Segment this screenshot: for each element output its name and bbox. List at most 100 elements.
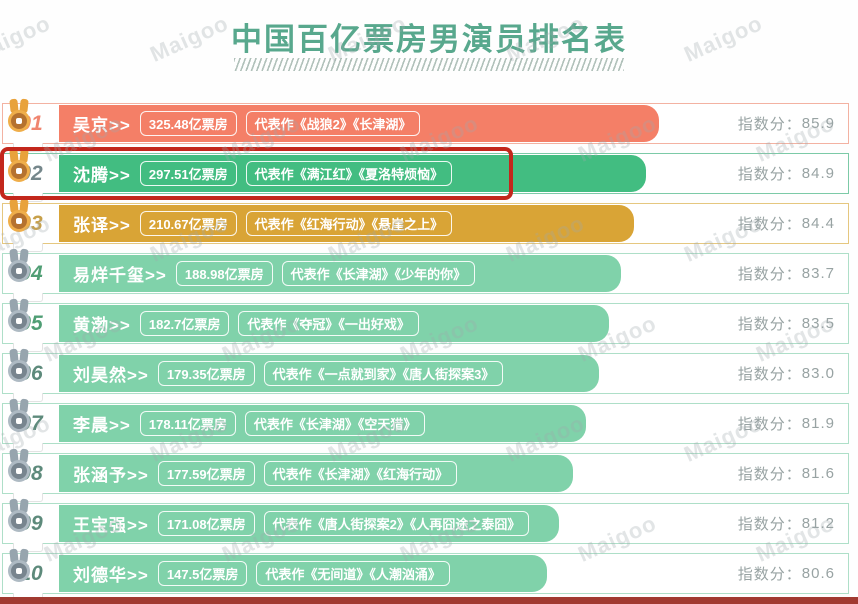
index-score: 指数分： 83.5 [738, 304, 835, 343]
index-score-label: 指数分： [737, 366, 802, 383]
medal-icon [6, 498, 32, 535]
name-arrows: >> [109, 116, 131, 135]
index-score-value: 84.9 [801, 165, 835, 182]
actor-name: 刘德华>> [73, 566, 149, 585]
works-pill: 代表作《无间道》《人潮汹涌》 [256, 561, 450, 586]
index-score: 指数分： 84.4 [738, 204, 835, 243]
medal-icon [6, 248, 32, 285]
box-office-bar: 刘德华>> 147.5亿票房 代表作《无间道》《人潮汹涌》 [59, 555, 547, 592]
index-score-value: 83.5 [801, 315, 835, 332]
index-score-value: 85.9 [801, 115, 835, 132]
works-pill: 代表作《长津湖》《空天猎》 [244, 411, 426, 436]
ranking-row: 09 王宝强>> 171.08亿票房 代表作《唐人街探案2》《人再囧途之泰囧》 … [2, 498, 849, 552]
index-score-value: 83.0 [801, 365, 835, 382]
box-office-bar: 吴京>> 325.48亿票房 代表作《战狼2》《长津湖》 [59, 105, 659, 142]
medal-icon [6, 148, 32, 185]
index-score-label: 指数分： [737, 216, 802, 233]
works-pill: 代表作《满江红》《夏洛特烦恼》 [245, 161, 453, 186]
box-office-bar: 黄渤>> 182.7亿票房 代表作《夺冠》《一出好戏》 [59, 305, 609, 342]
medal-icon [6, 98, 32, 135]
works-pill: 代表作《长津湖》《红海行动》 [263, 461, 458, 486]
ranking-row: 06 刘昊然>> 179.35亿票房 代表作《一点就到家》《唐人街探案3》 指数… [2, 348, 849, 402]
works-pill: 代表作《夺冠》《一出好戏》 [238, 311, 419, 336]
actor-name: 黄渤>> [73, 316, 131, 335]
index-score-value: 81.9 [801, 415, 835, 432]
index-score-label: 指数分： [737, 466, 802, 483]
actor-name: 刘昊然>> [73, 366, 149, 385]
ranking-row: 05 黄渤>> 182.7亿票房 代表作《夺冠》《一出好戏》 指数分： 83.5 [2, 298, 849, 352]
index-score-label: 指数分： [737, 416, 802, 433]
box-office-bar: 张涵予>> 177.59亿票房 代表作《长津湖》《红海行动》 [59, 455, 573, 492]
medal-icon [6, 448, 32, 485]
box-office-bar: 张译>> 210.67亿票房 代表作《红海行动》《悬崖之上》 [59, 205, 634, 242]
box-office-bar: 刘昊然>> 179.35亿票房 代表作《一点就到家》《唐人街探案3》 [59, 355, 599, 392]
index-score: 指数分： 81.9 [738, 404, 835, 443]
name-arrows: >> [127, 466, 149, 485]
bottom-strip [0, 597, 858, 604]
index-score: 指数分： 83.0 [738, 354, 835, 393]
box-office-pill: 171.08亿票房 [157, 511, 255, 536]
ranking-row: 10 刘德华>> 147.5亿票房 代表作《无间道》《人潮汹涌》 指数分： 80.… [2, 548, 849, 602]
page-title: 中国百亿票房男演员排名表 [231, 22, 627, 57]
index-score-value: 81.6 [801, 465, 835, 482]
box-office-bar: 王宝强>> 171.08亿票房 代表作《唐人街探案2》《人再囧途之泰囧》 [59, 505, 559, 542]
index-score-value: 84.4 [801, 215, 835, 232]
index-score-value: 80.6 [801, 565, 835, 582]
medal-icon [6, 548, 32, 585]
name-arrows: >> [109, 316, 131, 335]
works-pill: 代表作《战狼2》《长津湖》 [245, 111, 421, 136]
actor-name: 王宝强>> [73, 516, 149, 535]
box-office-bar: 沈腾>> 297.51亿票房 代表作《满江红》《夏洛特烦恼》 [59, 155, 646, 192]
index-score-value: 83.7 [801, 265, 835, 282]
index-score: 指数分： 81.6 [738, 454, 835, 493]
medal-icon [6, 298, 32, 335]
actor-name: 李晨>> [73, 416, 131, 435]
box-office-pill: 182.7亿票房 [139, 311, 230, 336]
index-score-label: 指数分： [737, 566, 802, 583]
ranking-row: 01 吴京>> 325.48亿票房 代表作《战狼2》《长津湖》 指数分： 85.9 [2, 98, 849, 152]
box-office-pill: 178.11亿票房 [139, 411, 236, 436]
box-office-pill: 147.5亿票房 [157, 561, 248, 586]
ranking-row: 03 张译>> 210.67亿票房 代表作《红海行动》《悬崖之上》 指数分： 84… [2, 198, 849, 252]
medal-icon [6, 198, 32, 235]
ranking-row: 02 沈腾>> 297.51亿票房 代表作《满江红》《夏洛特烦恼》 指数分： 84… [2, 148, 849, 202]
medal-icon [6, 348, 32, 385]
index-score-label: 指数分： [737, 516, 802, 533]
index-score: 指数分： 83.7 [738, 254, 835, 293]
ranking-row: 08 张涵予>> 177.59亿票房 代表作《长津湖》《红海行动》 指数分： 81… [2, 448, 849, 502]
index-score-label: 指数分： [737, 166, 802, 183]
highlight-box [0, 147, 513, 200]
actor-name: 张涵予>> [73, 466, 149, 485]
index-score-label: 指数分： [737, 116, 802, 133]
index-score-value: 81.2 [801, 515, 835, 532]
actor-name: 张译>> [73, 216, 131, 235]
box-office-pill: 179.35亿票房 [157, 361, 255, 386]
actor-name: 吴京>> [73, 116, 131, 135]
box-office-bar: 李晨>> 178.11亿票房 代表作《长津湖》《空天猎》 [59, 405, 586, 442]
works-pill: 代表作《长津湖》《少年的你》 [281, 261, 476, 286]
name-arrows: >> [145, 266, 167, 285]
box-office-pill: 210.67亿票房 [139, 211, 237, 236]
box-office-pill: 325.48亿票房 [139, 111, 237, 136]
index-score: 指数分： 81.2 [738, 504, 835, 543]
medal-icon [6, 398, 32, 435]
works-pill: 代表作《一点就到家》《唐人街探案3》 [263, 361, 504, 386]
name-arrows: >> [127, 566, 149, 585]
box-office-bar: 易烊千玺>> 188.98亿票房 代表作《长津湖》《少年的你》 [59, 255, 621, 292]
name-arrows: >> [109, 216, 131, 235]
index-score-label: 指数分： [737, 316, 802, 333]
index-score: 指数分： 80.6 [738, 554, 835, 593]
index-score-label: 指数分： [737, 266, 802, 283]
works-pill: 代表作《唐人街探案2》《人再囧途之泰囧》 [263, 511, 530, 536]
title-divider [234, 58, 624, 71]
actor-name: 沈腾>> [73, 166, 131, 185]
box-office-pill: 188.98亿票房 [175, 261, 273, 286]
ranking-row: 07 李晨>> 178.11亿票房 代表作《长津湖》《空天猎》 指数分： 81.9 [2, 398, 849, 452]
index-score: 指数分： 84.9 [738, 154, 835, 193]
box-office-pill: 177.59亿票房 [157, 461, 255, 486]
name-arrows: >> [109, 166, 131, 185]
works-pill: 代表作《红海行动》《悬崖之上》 [245, 211, 453, 236]
box-office-pill: 297.51亿票房 [139, 161, 237, 186]
ranking-row: 04 易烊千玺>> 188.98亿票房 代表作《长津湖》《少年的你》 指数分： 8… [2, 248, 849, 302]
